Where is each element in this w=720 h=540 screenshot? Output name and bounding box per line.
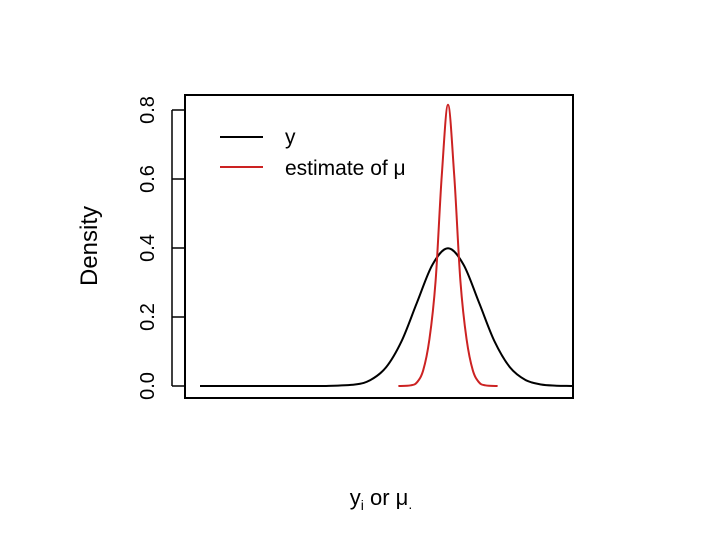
x-title-sub: i <box>361 497 364 513</box>
x-title-mid: or <box>364 485 396 510</box>
y-axis: 0.0 0.2 0.4 0.6 0.8 <box>137 96 184 400</box>
x-axis-title: yi or μ. <box>350 485 413 513</box>
y-tick-label: 0.0 <box>137 372 159 400</box>
legend-label-mu: estimate of μ <box>285 157 406 180</box>
y-tick-label: 0.8 <box>137 96 159 124</box>
x-title-dot: . <box>408 496 412 512</box>
y-tick-label: 0.2 <box>137 303 159 331</box>
legend: y estimate of μ <box>220 126 406 180</box>
y-axis-title: Density <box>76 206 103 286</box>
plot-frame <box>184 94 574 399</box>
legend-label-y: y <box>285 126 296 149</box>
x-title-mu: μ <box>396 485 409 510</box>
y-tick-label: 0.4 <box>137 234 159 262</box>
x-title-base: y <box>350 485 361 510</box>
series-line-mu-estimate <box>398 103 498 387</box>
y-tick-label: 0.6 <box>137 165 159 193</box>
series-layer <box>200 103 573 387</box>
series-line-y <box>200 247 573 387</box>
